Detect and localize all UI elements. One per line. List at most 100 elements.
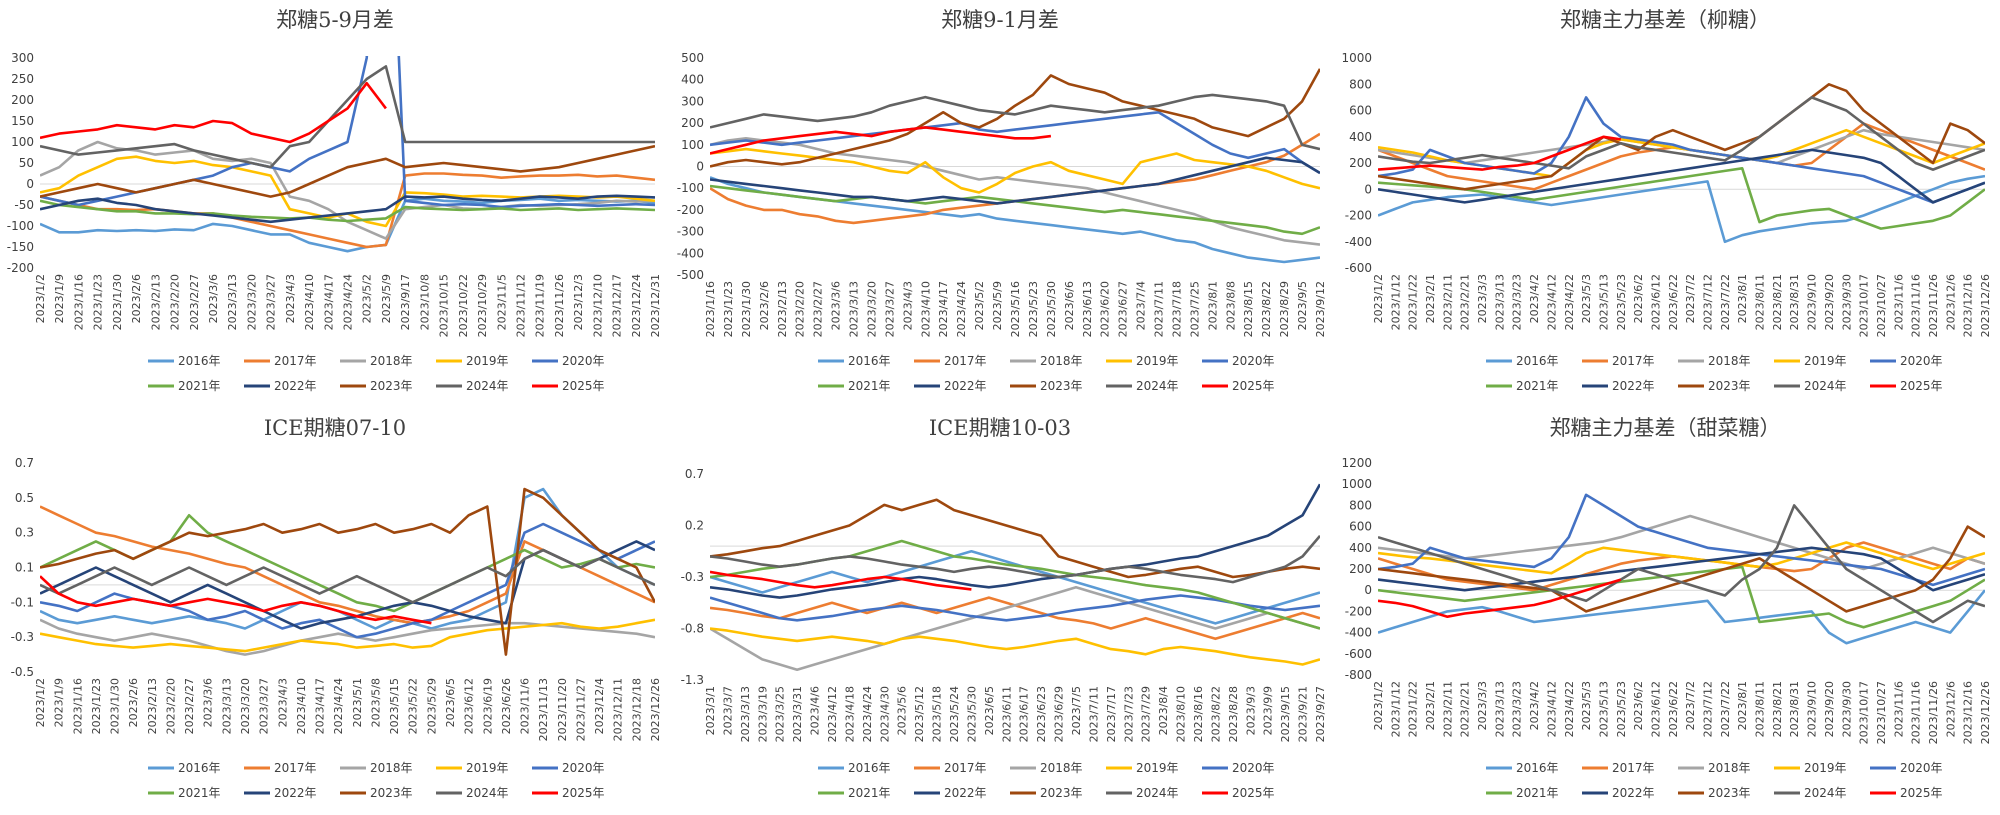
x-tick-label: 2023/4/2 xyxy=(1528,681,1541,730)
x-tick-label: 2023/4/3 xyxy=(284,274,297,323)
x-tick-label: 2023/2/27 xyxy=(812,281,825,337)
x-tick-label: 2023/5/2 xyxy=(973,281,986,330)
x-tick-label: 2023/9/17 xyxy=(399,274,412,330)
x-tick-label: 2023/5/1 xyxy=(351,678,364,727)
x-tick-label: 2023/2/20 xyxy=(794,281,807,337)
series-line-2021年 xyxy=(40,199,655,223)
series-line-2025年 xyxy=(1378,578,1622,618)
legend-item: 2017年 xyxy=(1582,761,1655,775)
x-tick-label: 2023/10/15 xyxy=(438,274,451,337)
chart-panel-6: 郑糖主力基差（甜菜糖） -800 -600 -400 -200 0 200 400 600 800… xyxy=(1341,416,1992,800)
x-tick-label: 2023/1/2 xyxy=(1372,681,1385,730)
series-line-2025年 xyxy=(710,570,972,591)
x-tick-label: 2023/3/23 xyxy=(1511,681,1524,737)
x-tick-label: 2023/11/19 xyxy=(534,274,547,337)
y-tick-label: -100 xyxy=(7,219,34,233)
x-tick-label: 2023/9/10 xyxy=(1806,681,1819,737)
legend-label: 2018年 xyxy=(1708,354,1751,368)
legend-label: 2024年 xyxy=(466,379,509,393)
x-tick-label: 2023/3/7 xyxy=(721,686,734,735)
legend-item: 2021年 xyxy=(148,786,221,800)
legend-label: 2020年 xyxy=(1900,354,1943,368)
x-tick-label: 2023/4/10 xyxy=(295,678,308,734)
y-tick-label: -0.3 xyxy=(11,630,34,644)
legend-item: 2024年 xyxy=(1774,379,1847,393)
legend-item: 2021年 xyxy=(148,379,221,393)
legend-item: 2025年 xyxy=(1870,379,1943,393)
x-tick-label: 2023/5/13 xyxy=(1597,274,1610,330)
x-tick-label: 2023/10/22 xyxy=(457,274,470,337)
x-tick-label: 2023/12/4 xyxy=(593,678,606,734)
series-line-2022年 xyxy=(40,194,655,224)
y-tick-label: -300 xyxy=(677,225,704,239)
legend-label: 2024年 xyxy=(1804,379,1847,393)
x-tick-label: 2023/2/21 xyxy=(1459,681,1472,737)
x-tick-label: 2023/5/6 xyxy=(896,686,909,735)
legend-label: 2021年 xyxy=(848,786,891,800)
x-tick-label: 2023/4/17 xyxy=(314,678,327,734)
x-tick-label: 2023/10/17 xyxy=(1858,681,1871,744)
chart-panel-2: 郑糖9-1月差 -500 -400 -300 -200 -100 0 100 200 300 400… xyxy=(677,8,1327,393)
x-tick-label: 2023/5/30 xyxy=(1045,281,1058,337)
x-tick-label: 2023/3/13 xyxy=(848,281,861,337)
x-tick-label: 2023/4/22 xyxy=(1563,274,1576,330)
x-tick-label: 2023/8/15 xyxy=(1242,281,1255,337)
legend-label: 2022年 xyxy=(274,379,317,393)
x-tick-label: 2023/2/27 xyxy=(188,274,201,330)
x-tick-label: 2023/10/27 xyxy=(1875,681,1888,744)
x-tick-label: 2023/12/3 xyxy=(572,274,585,330)
series-line-2025年 xyxy=(40,81,387,144)
series-line-2022年 xyxy=(710,156,1320,205)
x-tick-label: 2023/3/13 xyxy=(1493,681,1506,737)
x-tick-label: 2023/3/13 xyxy=(226,274,239,330)
legend-label: 2019年 xyxy=(1804,354,1847,368)
series-line-2024年 xyxy=(710,534,1320,584)
x-tick-label: 2023/9/21 xyxy=(1297,686,1310,742)
legend-item: 2016年 xyxy=(818,761,891,775)
legend-label: 2023年 xyxy=(370,379,413,393)
legend-label: 2022年 xyxy=(274,786,317,800)
x-tick-label: 2023/6/11 xyxy=(1000,686,1013,742)
legend-item: 2018年 xyxy=(340,761,413,775)
y-tick-label: 100 xyxy=(11,135,34,149)
chart-panel-1: 郑糖5-9月差 -200 -150 -100 -50 0 50 100 150 200 250 300… xyxy=(7,8,662,393)
legend-label: 2021年 xyxy=(1516,786,1559,800)
legend-label: 2022年 xyxy=(944,379,987,393)
legend-item: 2021年 xyxy=(818,786,891,800)
legend-item: 2019年 xyxy=(1106,761,1179,775)
series-line-2023年 xyxy=(40,487,655,656)
x-tick-label: 2023/6/23 xyxy=(1035,686,1048,742)
legend-label: 2023年 xyxy=(1708,379,1751,393)
x-tick-label: 2023/5/9 xyxy=(380,274,393,323)
series-line-2022年 xyxy=(710,483,1320,599)
legend-label: 2022年 xyxy=(1612,786,1655,800)
x-tick-label: 2023/12/31 xyxy=(649,274,662,337)
legend-label: 2016年 xyxy=(1516,354,1559,368)
x-tick-label: 2023/2/13 xyxy=(149,274,162,330)
series-line-2023年 xyxy=(40,144,655,198)
legend-item: 2025年 xyxy=(532,786,605,800)
legend-label: 2020年 xyxy=(1232,354,1275,368)
y-tick-label: 250 xyxy=(11,72,34,86)
x-tick-label: 2023/2/13 xyxy=(776,281,789,337)
legend-label: 2019年 xyxy=(1136,354,1179,368)
legend-item: 2023年 xyxy=(340,786,413,800)
x-tick-label: 2023/4/12 xyxy=(1545,274,1558,330)
legend-item: 2022年 xyxy=(1582,379,1655,393)
legend-label: 2017年 xyxy=(274,761,317,775)
x-tick-label: 2023/1/16 xyxy=(72,274,85,330)
legend-item: 2022年 xyxy=(1582,786,1655,800)
series-line-2018年 xyxy=(710,137,1320,246)
series-line-2023年 xyxy=(710,68,1320,168)
x-tick-label: 2023/6/5 xyxy=(444,678,457,727)
legend-item: 2024年 xyxy=(1774,786,1847,800)
x-tick-label: 2023/6/27 xyxy=(1117,281,1130,337)
x-tick-label: 2023/11/27 xyxy=(574,678,587,741)
y-tick-label: 0.7 xyxy=(15,456,34,470)
legend-item: 2016年 xyxy=(1486,354,1559,368)
legend-item: 2018年 xyxy=(1678,761,1751,775)
x-tick-label: 2023/3/1 xyxy=(704,686,717,735)
x-tick-label: 2023/6/12 xyxy=(1649,681,1662,737)
x-tick-label: 2023/1/23 xyxy=(92,274,105,330)
x-tick-label: 2023/4/3 xyxy=(276,678,289,727)
